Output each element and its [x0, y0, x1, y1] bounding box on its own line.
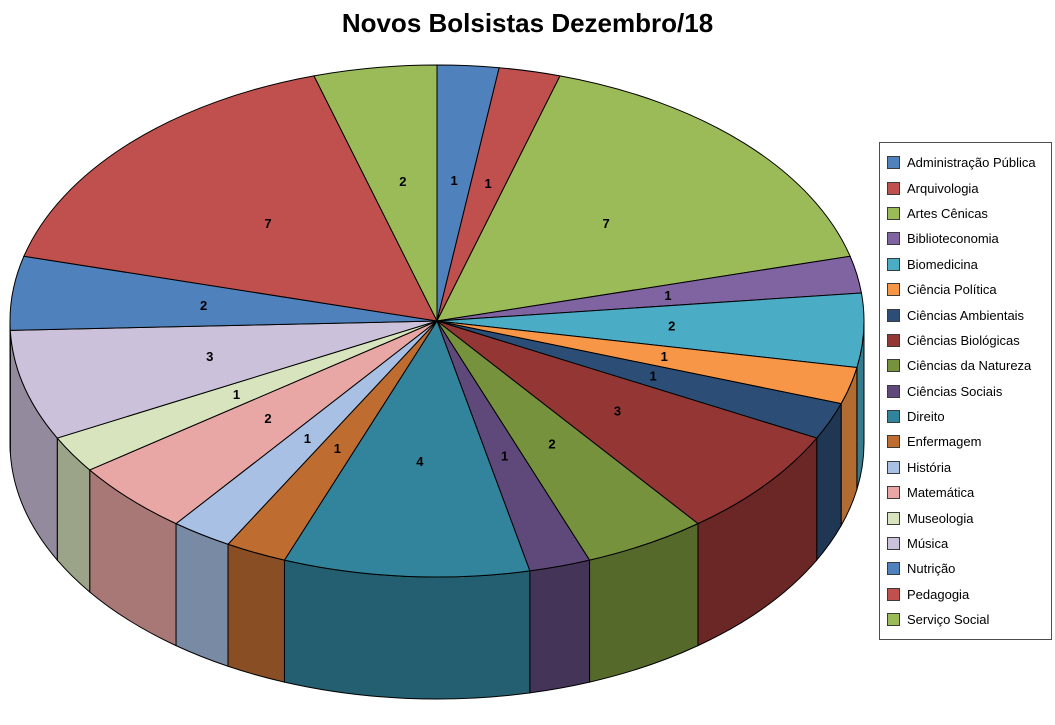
pie-slice	[436, 75, 851, 322]
legend-item: Ciências Biológicas	[887, 328, 1044, 353]
data-label: 1	[451, 173, 458, 188]
legend-label: Museologia	[907, 510, 974, 526]
pie-slice	[9, 320, 438, 439]
legend-swatch	[887, 537, 900, 551]
data-label: 7	[264, 216, 271, 231]
legend-item: Biomedicina	[887, 252, 1044, 277]
legend-swatch	[887, 613, 900, 627]
legend-swatch	[887, 562, 900, 576]
data-label: 2	[264, 411, 271, 426]
data-label: 3	[614, 404, 621, 419]
data-label: 1	[501, 448, 508, 463]
legend-swatch	[887, 587, 900, 601]
legend-item: Artes Cênicas	[887, 201, 1044, 226]
legend-label: Biomedicina	[907, 256, 978, 272]
legend-item: Enfermagem	[887, 429, 1044, 454]
legend-swatch	[887, 410, 900, 424]
legend-item: Arquivologia	[887, 175, 1044, 200]
data-label: 2	[548, 436, 555, 451]
legend-label: Artes Cênicas	[907, 205, 988, 221]
legend-swatch	[887, 486, 900, 500]
legend-label: Pedagogia	[907, 586, 970, 602]
data-label: 1	[650, 369, 657, 384]
legend-label: Enfermagem	[907, 434, 982, 450]
legend-item: Ciências Ambientais	[887, 302, 1044, 327]
data-label: 1	[304, 431, 311, 446]
data-label: 7	[602, 216, 609, 231]
data-label: 2	[668, 319, 675, 334]
legend-label: Nutrição	[907, 561, 956, 577]
data-label: 1	[664, 288, 671, 303]
chart-title: Novos Bolsistas Dezembro/18	[341, 8, 714, 38]
data-label: 3	[206, 349, 213, 364]
legend-swatch	[887, 308, 900, 322]
pie-slice	[436, 320, 818, 525]
legend-label: Ciências Ambientais	[907, 307, 1025, 323]
legend-item: História	[887, 455, 1044, 480]
data-label: 4	[416, 454, 424, 469]
data-label: 1	[233, 387, 240, 402]
legend-swatch	[887, 460, 900, 474]
pie-slice	[313, 64, 438, 322]
data-label: 2	[399, 174, 406, 189]
data-label: 1	[334, 441, 341, 456]
legend: Administração Pública Arquivologia Artes C…	[879, 142, 1052, 641]
legend-item: Museologia	[887, 505, 1044, 530]
pie-slice-wall	[283, 559, 531, 700]
legend-label: Biblioteconomia	[907, 231, 999, 247]
legend-swatch	[887, 359, 900, 373]
legend-item: Matemática	[887, 480, 1044, 505]
legend-swatch	[887, 511, 900, 525]
legend-label: Arquivologia	[907, 180, 979, 196]
legend-label: Ciências da Natureza	[907, 358, 1032, 374]
data-label: 1	[484, 176, 491, 191]
legend-item: Ciência Política	[887, 277, 1044, 302]
pie-slice-wall	[529, 559, 591, 694]
legend-label: Administração Pública	[907, 155, 1036, 171]
legend-item: Nutrição	[887, 556, 1044, 581]
legend-swatch	[887, 206, 900, 220]
legend-label: Direito	[907, 409, 945, 425]
data-label: 2	[200, 298, 207, 313]
legend-swatch	[887, 333, 900, 347]
pie-slice-wall	[227, 543, 285, 683]
legend-item: Direito	[887, 404, 1044, 429]
legend-label: Ciências Sociais	[907, 383, 1003, 399]
legend-label: Ciência Política	[907, 282, 997, 298]
legend-swatch	[887, 257, 900, 271]
legend-label: Música	[907, 536, 949, 552]
legend-swatch	[887, 156, 900, 170]
legend-item: Ciências da Natureza	[887, 353, 1044, 378]
legend-label: Serviço Social	[907, 612, 990, 628]
pie-slice	[283, 319, 531, 578]
legend-swatch	[887, 384, 900, 398]
data-label: 1	[661, 349, 668, 364]
pie-slice	[23, 75, 438, 322]
legend-swatch	[887, 283, 900, 297]
legend-label: Ciências Biológicas	[907, 332, 1020, 348]
legend-swatch	[887, 181, 900, 195]
legend-item: Ciências Sociais	[887, 379, 1044, 404]
legend-label: História	[907, 459, 952, 475]
legend-item: Serviço Social	[887, 607, 1044, 632]
legend-swatch	[887, 435, 900, 449]
legend-swatch	[887, 232, 900, 246]
legend-label: Matemática	[907, 485, 975, 501]
legend-item: Biblioteconomia	[887, 226, 1044, 251]
legend-item: Música	[887, 531, 1044, 556]
pie-slice-wall	[175, 522, 229, 667]
legend-item: Administração Pública	[887, 150, 1044, 175]
legend-item: Pedagogia	[887, 582, 1044, 607]
